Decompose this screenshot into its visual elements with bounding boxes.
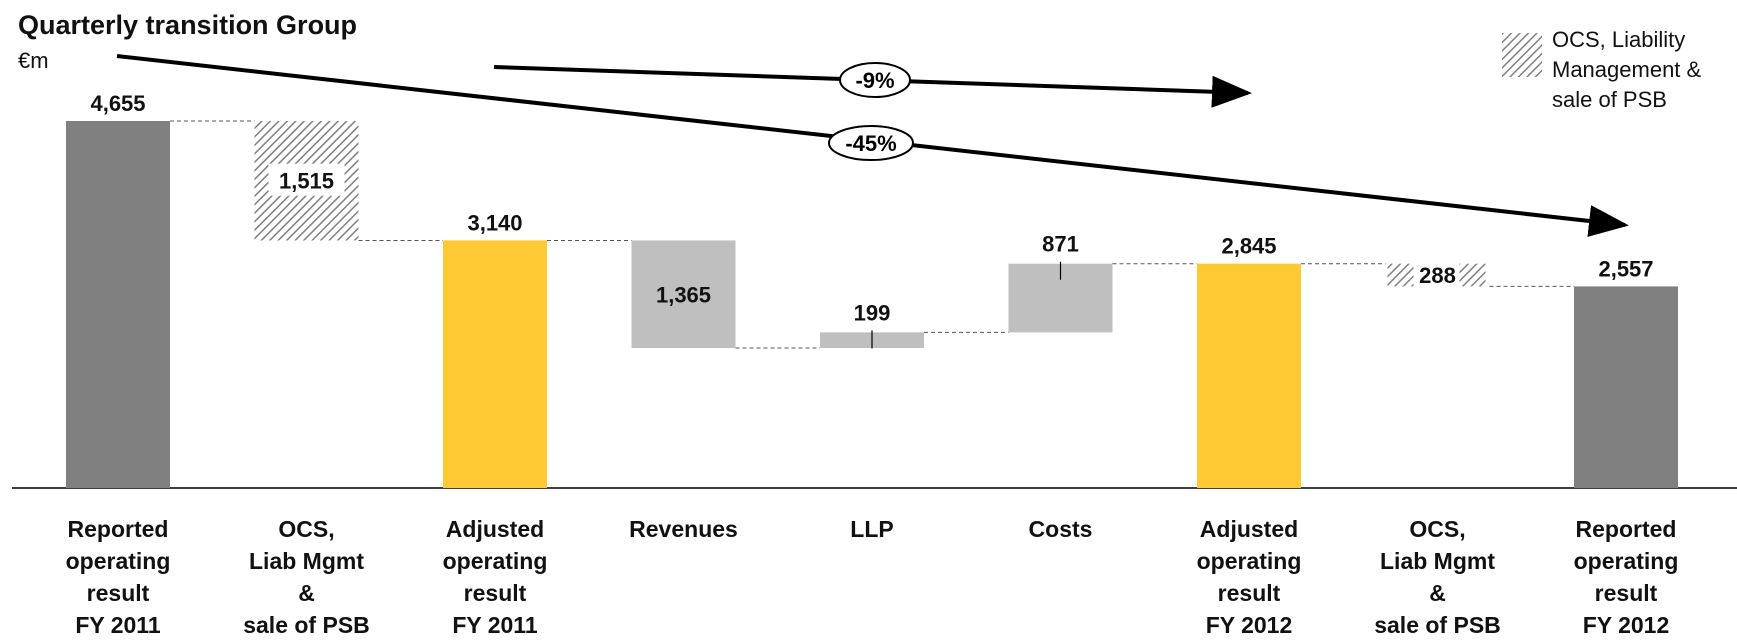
bar-1 — [66, 121, 170, 488]
legend-hatch-swatch-icon — [1502, 33, 1542, 77]
category-label: OCS, Liab Mgmt & sale of PSB — [243, 516, 370, 638]
unit-label: €m — [18, 48, 49, 73]
category-label: Adjusted operating result FY 2012 — [1196, 516, 1302, 638]
bar-4 — [631, 240, 736, 349]
bar-9 — [1574, 286, 1678, 488]
category-label: Adjusted operating result FY 2011 — [442, 516, 548, 638]
legend-label: OCS, Liability Management & sale of PSB — [1552, 27, 1702, 112]
category-label: OCS, Liab Mgmt & sale of PSB — [1374, 516, 1501, 638]
annotation-bubble — [828, 125, 914, 161]
bar-8-right — [1459, 263, 1486, 287]
category-label: Revenues — [629, 516, 738, 542]
bar-value-label: 4,655 — [90, 91, 145, 116]
bar-value-label: 288 — [1419, 263, 1456, 288]
bar-value-label: 3,140 — [467, 210, 522, 235]
bar-value-label: 1,365 — [656, 282, 711, 307]
bar-value-label: 199 — [854, 300, 891, 325]
category-label: LLP — [850, 516, 894, 542]
annotation-label: -9% — [855, 68, 894, 93]
category-label: Costs — [1028, 516, 1093, 542]
category-label: Reported operating result FY 2012 — [1573, 516, 1679, 638]
bar-value-label: 1,515 — [279, 169, 334, 194]
bar-value-label: 2,557 — [1598, 256, 1653, 281]
bar-3 — [443, 240, 547, 488]
annotation-bubble — [839, 62, 911, 98]
page-title: Quarterly transition Group — [18, 10, 358, 40]
bar-value-label: 2,845 — [1221, 234, 1276, 259]
bar-8 — [1387, 263, 1414, 287]
bar-value-label: 871 — [1042, 232, 1079, 257]
value-label-box — [268, 163, 345, 196]
category-label: Reported operating result FY 2011 — [65, 516, 171, 638]
bar-7 — [1197, 263, 1301, 488]
annotation-label: -45% — [845, 131, 896, 156]
